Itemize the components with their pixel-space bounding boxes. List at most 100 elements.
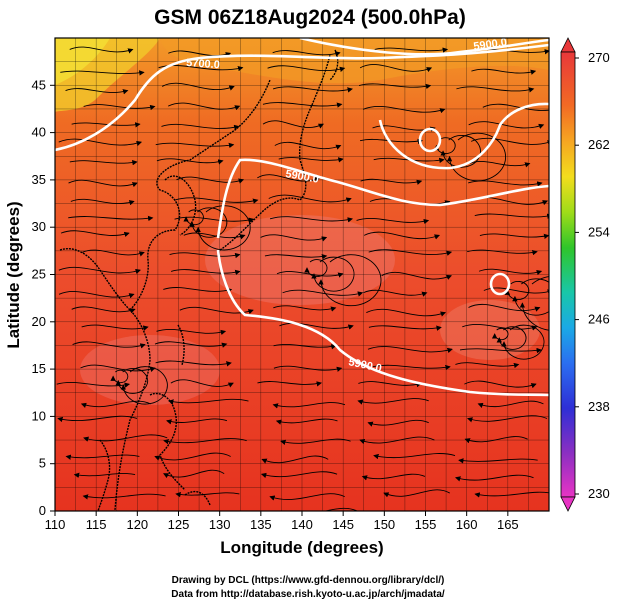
streamline <box>280 438 351 445</box>
x-tick-label: 165 <box>497 517 519 532</box>
streamline <box>174 216 255 223</box>
contour-5700-north <box>55 43 549 152</box>
x-axis: 110 115 120 125 130 135 140 145 150 155 160 165 <box>45 511 519 532</box>
streamline <box>69 159 138 166</box>
streamline <box>60 230 130 238</box>
streamline <box>272 86 353 93</box>
contour-label-middle: 5900.0 <box>284 168 319 186</box>
streamline <box>483 287 549 295</box>
streamline <box>262 102 343 108</box>
streamline <box>462 323 538 331</box>
streamline <box>83 434 168 442</box>
streamline <box>276 271 344 278</box>
y-tick-label: 25 <box>32 267 46 282</box>
colorbar: 270 262 254 246 238 230 <box>560 37 610 512</box>
streamline <box>156 158 224 165</box>
coastline-hokkaido <box>329 49 339 81</box>
streamline-swirl <box>504 280 530 300</box>
x-tick-label: 130 <box>209 517 231 532</box>
streamline <box>367 346 453 354</box>
streamline <box>274 141 342 150</box>
grid-lines <box>55 38 549 511</box>
colorbar-top-arrow <box>560 37 576 53</box>
streamline <box>359 436 435 445</box>
contour-5900-middle <box>216 158 549 239</box>
streamline <box>267 65 346 72</box>
x-tick-label: 140 <box>291 517 313 532</box>
streamline <box>467 249 538 256</box>
streamline <box>72 341 146 349</box>
streamline <box>70 198 135 206</box>
x-tick-label: 125 <box>168 517 190 532</box>
x-axis-label: Longitude (degrees) <box>220 538 383 557</box>
streamline <box>169 252 241 259</box>
contour-closed-low-north <box>418 127 442 153</box>
streamline <box>71 122 141 128</box>
streamline-swirl <box>491 327 509 341</box>
y-tick-label: 15 <box>32 361 46 376</box>
y-tick-label: 35 <box>32 172 46 187</box>
streamline-swirl <box>446 132 507 182</box>
streamline <box>261 455 329 464</box>
y-tick-label: 5 <box>39 456 46 471</box>
streamline <box>458 458 538 464</box>
streamline-swirl <box>189 207 228 238</box>
contour-5700-ne <box>299 38 549 56</box>
streamline <box>58 266 141 275</box>
streamline <box>455 362 520 369</box>
streamline <box>275 418 338 425</box>
streamline <box>474 213 549 219</box>
streamline <box>363 231 440 240</box>
streamline <box>456 86 535 93</box>
y-axis-label: Latitude (degrees) <box>4 201 23 348</box>
streamline <box>363 289 428 297</box>
streamline <box>68 179 138 188</box>
streamline <box>368 325 442 331</box>
streamline <box>166 418 228 425</box>
streamline <box>167 102 241 111</box>
contour-label-north: 5700.0 <box>186 57 220 71</box>
coastline-china <box>59 248 151 511</box>
streamline <box>373 157 445 164</box>
pink-anomaly-east <box>440 300 540 360</box>
streamline <box>156 328 227 336</box>
streamline <box>168 50 232 58</box>
streamline <box>60 70 145 76</box>
streamline <box>82 493 166 500</box>
streamline <box>58 138 143 147</box>
streamline <box>482 103 549 111</box>
colorbar-tick-label: 262 <box>588 137 610 152</box>
streamline <box>361 473 426 481</box>
x-tick-label: 135 <box>250 517 272 532</box>
colorbar-bottom-arrow <box>560 496 576 512</box>
streamlines <box>56 46 549 511</box>
streamline <box>73 472 136 479</box>
streamline <box>474 491 549 498</box>
streamline-swirl <box>512 278 549 316</box>
contour-5880-loop <box>378 102 549 170</box>
streamline <box>359 64 433 73</box>
x-tick-label: 115 <box>86 517 107 532</box>
coastline-philippines <box>149 392 186 491</box>
streamline <box>278 157 344 163</box>
streamline <box>71 306 136 314</box>
streamline <box>154 452 231 461</box>
streamline <box>273 344 337 350</box>
coastline-korea-peninsula <box>164 175 197 236</box>
streamline <box>467 415 548 423</box>
contour-label-ne: 5900.0 <box>473 36 508 53</box>
streamline <box>163 287 233 294</box>
x-tick-label: 155 <box>415 517 437 532</box>
streamline <box>65 88 129 95</box>
x-tick-label: 145 <box>332 517 354 532</box>
streamline <box>264 254 328 260</box>
height-contours <box>55 38 549 397</box>
streamline-swirl <box>311 256 355 292</box>
streamline <box>368 249 453 256</box>
streamline-swirl <box>110 369 129 384</box>
streamline <box>81 249 145 257</box>
contour-closed-low-typhoon <box>489 272 511 296</box>
streamline <box>257 381 323 387</box>
y-tick-label: 20 <box>32 314 46 329</box>
streamline <box>358 381 422 388</box>
